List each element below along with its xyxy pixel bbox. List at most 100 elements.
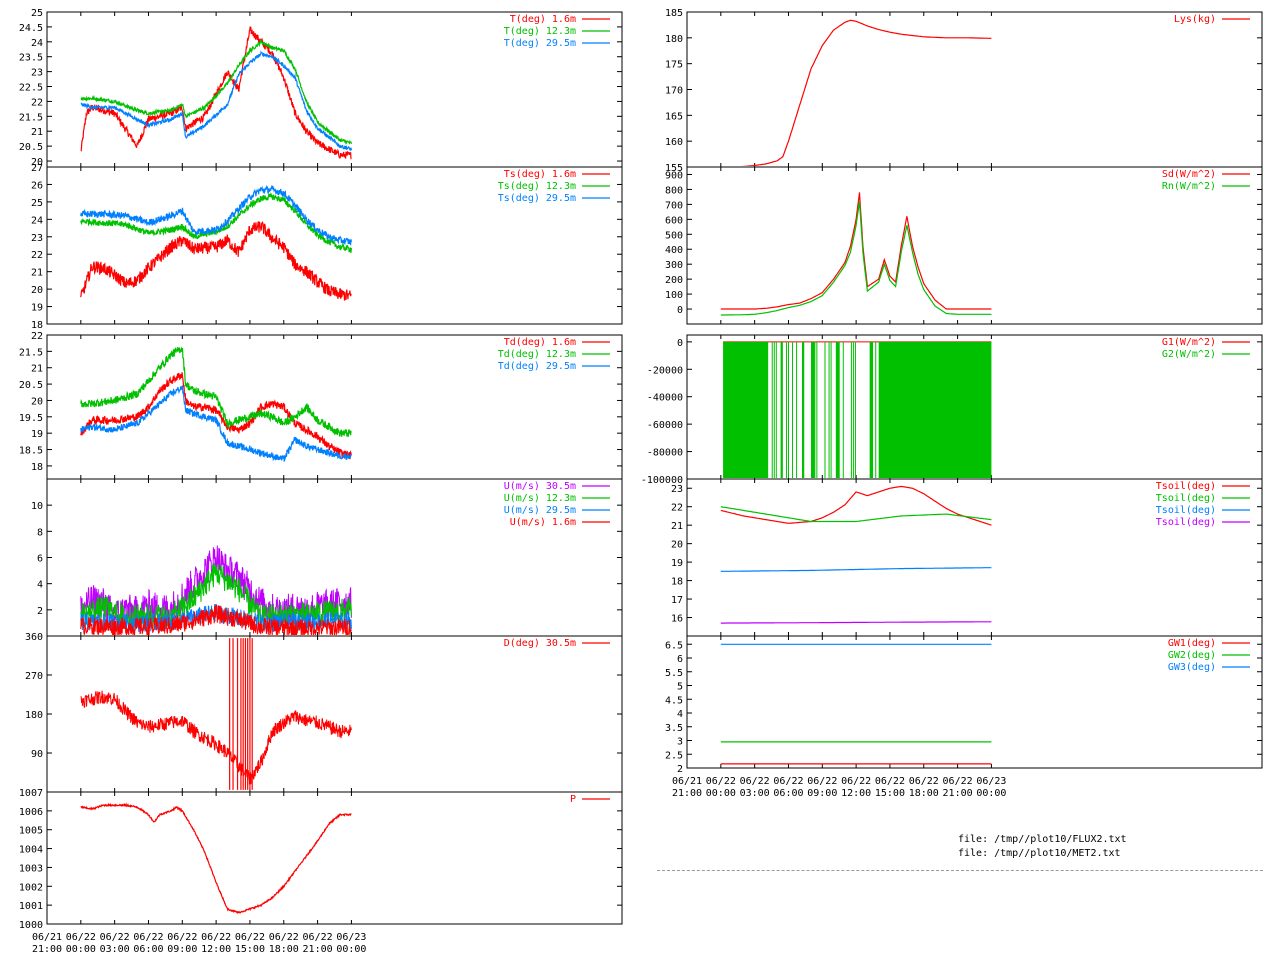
panel-t-ytick-label: 25 [31,8,43,19]
panel-sd-frame [686,166,1263,325]
xaxis-time-label: 00:00 [336,944,366,955]
xaxis-date-label: 06/22 [841,776,871,787]
xaxis-time-label: 21:00 [32,944,62,955]
panel-gw-ytick-label: 5.5 [665,668,683,679]
panel-u-legend-label: U(m/s) 1.6m [510,517,576,528]
panel-p-ytick-label: 1006 [19,807,43,818]
panel-sd-ytick-label: 400 [665,245,683,256]
file-path-met: file: /tmp//plot10/MET2.txt [958,848,1121,859]
panel-td-legend-label: Td(deg) 1.6m [504,337,576,348]
panel-sd-ytick-label: 600 [665,215,683,226]
panel-g-series-1-block [723,341,769,478]
panel-t-series-1-line [80,39,352,145]
panel-g-ytick-label: -20000 [647,365,683,376]
panel-sd-series-1-line [720,201,992,316]
panel-gw-ytick-label: 3 [677,737,683,748]
xaxis-date-label: 06/22 [807,776,837,787]
xaxis-time-label: 09:00 [807,788,837,799]
panel-gw-ytick-label: 2.5 [665,750,683,761]
panel-sd-ytick-label: 300 [665,260,683,271]
xaxis-date-label: 06/22 [740,776,770,787]
panel-d-legend-label: D(deg) 30.5m [504,638,576,649]
panel-ts-legend-label: Ts(deg) 29.5m [498,193,576,204]
panel-tsoil-series-0-line [720,485,992,526]
panel-td-legend-label: Td(deg) 29.5m [498,361,576,372]
panel-ts-ytick-label: 23 [31,233,43,244]
panel-p-ytick-label: 1000 [19,920,43,931]
panel-t-series-2-line [80,50,352,152]
panel-gw-frame [686,635,1263,769]
panel-u-ytick-label: 4 [37,580,43,591]
panel-lys-ytick-label: 175 [665,60,683,71]
panel-p-legend-label: P [570,794,576,805]
xaxis-time-label: 18:00 [269,944,299,955]
panel-p-frame [46,791,623,925]
xaxis-time-label: 15:00 [875,788,905,799]
panel-tsoil-legend-label: Tsoil(deg) [1156,481,1216,492]
file-list: file: /tmp//plot10/FLUX2.txt file: /tmp/… [958,833,1127,861]
panel-ts-ytick-label: 21 [31,268,43,279]
xaxis-time-label: 00:00 [706,788,736,799]
panel-g-series-1-block [802,341,805,478]
panel-lys-ytick-label: 185 [665,8,683,19]
xaxis-date-label: 06/22 [303,932,333,943]
panel-t-series-0-line [80,26,352,160]
xaxis-date-label: 06/22 [133,932,163,943]
panel-g-ytick-label: -60000 [647,420,683,431]
panel-p-ytick-label: 1007 [19,788,43,799]
panel-tsoil-ytick-label: 16 [671,614,683,625]
separator-line [657,870,1263,871]
panel-g-ytick-label: -80000 [647,448,683,459]
xaxis-date-label: 06/23 [976,776,1006,787]
panel-d-series-0-line [80,690,352,785]
panel-gw-ytick-label: 4.5 [665,695,683,706]
panel-ts-ytick-label: 18 [31,320,43,331]
panel-sd-ytick-label: 0 [677,305,683,316]
panel-td-ytick-label: 20 [31,396,43,407]
panel-tsoil-ytick-label: 19 [671,558,683,569]
panel-g-ytick-label: -100000 [641,475,683,486]
panel-td-ytick-label: 20.5 [19,380,43,391]
xaxis-date-label: 06/22 [66,932,96,943]
panel-p-ytick-label: 1005 [19,826,43,837]
panel-tsoil-legend-label: Tsoil(deg) [1156,493,1216,504]
panel-td-ytick-label: 19 [31,429,43,440]
panel-tsoil-ytick-label: 20 [671,540,683,551]
panel-sd-ytick-label: 500 [665,230,683,241]
panel-u-ytick-label: 6 [37,554,43,565]
xaxis-date-label: 06/22 [167,932,197,943]
xaxis-time-label: 03:00 [740,788,770,799]
panel-td-ytick-label: 18 [31,462,43,473]
panel-g-series-1-block [780,341,783,478]
panel-ts-legend-label: Ts(deg) 12.3m [498,181,576,192]
panel-tsoil-series-3-line [720,621,992,624]
xaxis-date-label: 06/22 [875,776,905,787]
panel-gw-legend-label: GW3(deg) [1168,662,1216,673]
panel-u-series-1-line [80,562,352,631]
panel-g-series-1-block [878,341,992,478]
panel-u-legend-label: U(m/s) 29.5m [504,505,576,516]
panel-sd-ytick-label: 100 [665,290,683,301]
panel-tsoil-ytick-label: 21 [671,521,683,532]
panel-ts-frame [46,166,623,325]
panel-t-ytick-label: 24 [31,38,43,49]
panel-sd-ytick-label: 900 [665,170,683,181]
xaxis-date-label: 06/22 [909,776,939,787]
panel-t-legend-label: T(deg) 29.5m [504,38,576,49]
file-path-flux: file: /tmp//plot10/FLUX2.txt [958,834,1127,845]
xaxis-time-label: 06:00 [133,944,163,955]
xaxis-date-label: 06/21 [32,932,62,943]
panel-gw-ytick-label: 5 [677,682,683,693]
panel-u-series-3-line [80,603,352,635]
panel-gw-ytick-label: 4 [677,709,683,720]
panel-u-legend-label: U(m/s) 30.5m [504,481,576,492]
panel-tsoil-series-1-line [720,506,992,523]
panel-ts-legend-label: Ts(deg) 1.6m [504,169,576,180]
panel-t-legend-label: T(deg) 12.3m [504,26,576,37]
panel-tsoil-ytick-label: 23 [671,484,683,495]
panel-d-ytick-label: 270 [25,671,43,682]
xaxis-date-label: 06/22 [943,776,973,787]
panel-tsoil-legend-label: Tsoil(deg) [1156,505,1216,516]
xaxis-time-label: 00:00 [66,944,96,955]
panel-t-ytick-label: 20.5 [19,142,43,153]
